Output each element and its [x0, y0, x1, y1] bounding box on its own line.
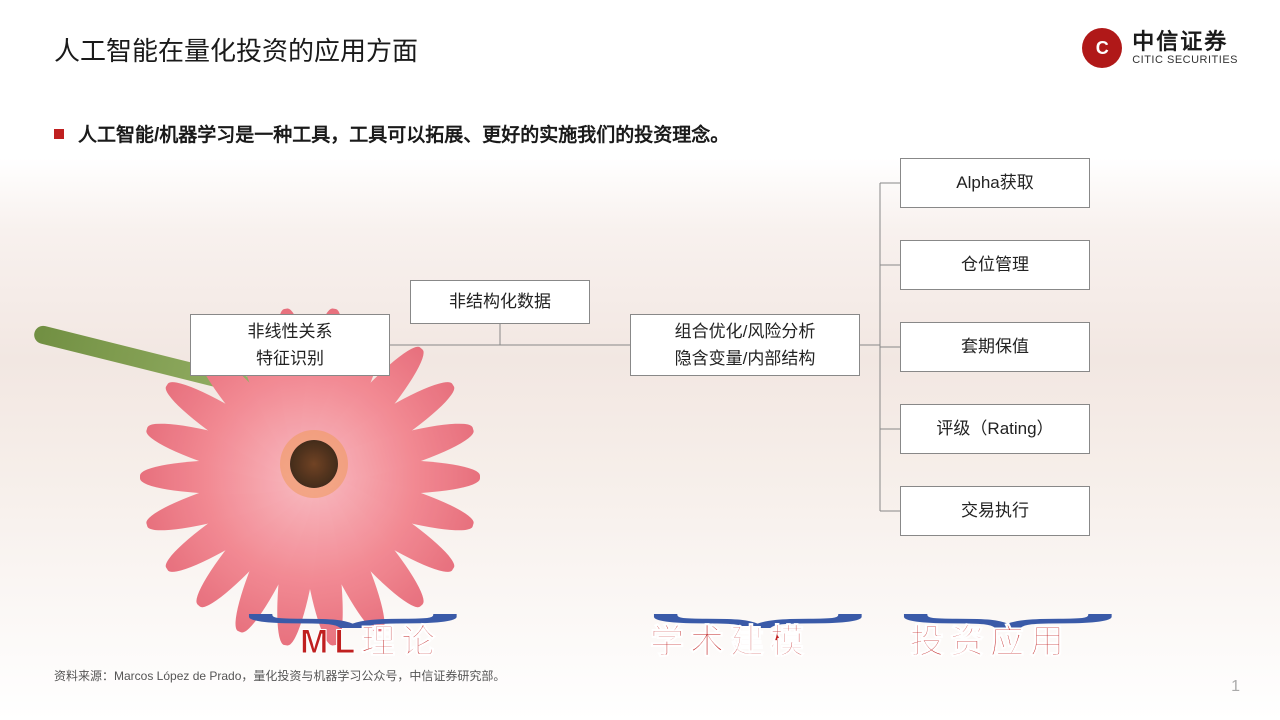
node-r4: 评级（Rating） [900, 404, 1090, 454]
category-label-c2: 学术建模 [650, 614, 810, 663]
node-academic-modeling: 组合优化/风险分析隐含变量/内部结构 [630, 314, 860, 376]
company-logo: C 中信证券 CITIC SECURITIES [1082, 28, 1238, 68]
logo-cn: 中信证券 [1132, 30, 1238, 54]
brace-icon: ⏟ [900, 560, 1116, 620]
brace-icon: ⏟ [650, 560, 866, 620]
brace-icon: ⏟ [245, 560, 461, 620]
node-r3: 套期保值 [900, 322, 1090, 372]
category-label-c3: 投资应用 [910, 614, 1070, 663]
category-label-c1: ML理论 [300, 614, 441, 663]
node-r2: 仓位管理 [900, 240, 1090, 290]
bullet-text: 人工智能/机器学习是一种工具，工具可以拓展、更好的实施我们的投资理念。 [78, 120, 729, 147]
page-number: 1 [1231, 678, 1240, 696]
bullet-row: 人工智能/机器学习是一种工具，工具可以拓展、更好的实施我们的投资理念。 [54, 120, 729, 147]
source-citation: 资料来源：Marcos López de Prado，量化投资与机器学习公众号，… [54, 667, 505, 684]
slide-content: 人工智能在量化投资的应用方面 C 中信证券 CITIC SECURITIES 人… [0, 0, 1280, 720]
node-unstructured-data: 非结构化数据 [410, 280, 590, 324]
node-r1: Alpha获取 [900, 158, 1090, 208]
logo-en: CITIC SECURITIES [1132, 54, 1238, 66]
slide-title: 人工智能在量化投资的应用方面 [54, 32, 418, 71]
node-ml-theory: 非线性关系特征识别 [190, 314, 390, 376]
logo-mark-icon: C [1082, 28, 1122, 68]
node-r5: 交易执行 [900, 486, 1090, 536]
square-bullet-icon [54, 129, 64, 139]
